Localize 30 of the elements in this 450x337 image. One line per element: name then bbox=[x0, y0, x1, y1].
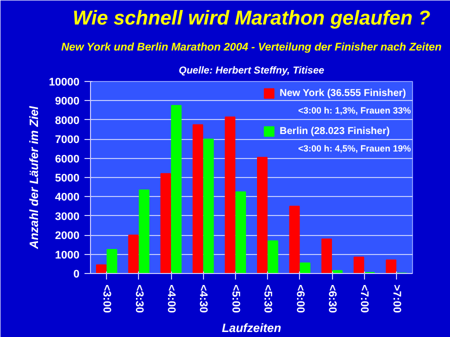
annotation: <3:00 h: 1,3%, Frauen 33% bbox=[298, 105, 411, 116]
chart-title: Wie schnell wird Marathon gelaufen ? bbox=[72, 8, 430, 30]
x-tick-label: <6:30 bbox=[326, 284, 338, 313]
y-tick-label: 6000 bbox=[55, 153, 80, 166]
x-tick-label: <6:00 bbox=[294, 284, 306, 313]
x-tick-label: <5:00 bbox=[229, 284, 242, 313]
y-tick-label: 3000 bbox=[55, 210, 80, 223]
y-tick-label: 0 bbox=[73, 268, 80, 280]
y-tick-label: 2000 bbox=[55, 230, 80, 242]
y-tick-label: 4000 bbox=[55, 192, 80, 204]
source-note: Quelle: Herbert Steffny, Titisee bbox=[178, 66, 325, 76]
y-axis-title: Anzahl der Läufer im Ziel bbox=[26, 105, 41, 250]
y-tick-label: 10000 bbox=[48, 76, 80, 88]
x-tick-label: <3:00 bbox=[100, 284, 113, 313]
y-tick-label: 7000 bbox=[55, 134, 80, 146]
legend-label: New York (36.555 Finisher) bbox=[280, 87, 406, 99]
y-tick-label: 8000 bbox=[55, 114, 80, 127]
y-tick-label: 5000 bbox=[55, 172, 80, 184]
annotation: <3:00 h: 4,5%, Frauen 19% bbox=[298, 144, 411, 154]
y-tick-label: 1000 bbox=[55, 249, 80, 262]
x-tick-label: <4:00 bbox=[165, 284, 177, 313]
x-axis-title: Laufzeiten bbox=[222, 320, 282, 335]
x-tick-label: <5:30 bbox=[262, 284, 274, 313]
x-tick-label: <4:30 bbox=[197, 284, 210, 313]
y-tick-label: 9000 bbox=[55, 96, 80, 108]
legend-label: Berlin (28.023 Finisher) bbox=[280, 125, 390, 137]
chart-subtitle: New York und Berlin Marathon 2004 - Verteilung der Finisher nach Zeiten bbox=[61, 42, 442, 54]
x-tick-label: >7:00 bbox=[390, 284, 402, 313]
x-tick-label: <7:00 bbox=[358, 284, 370, 313]
x-tick-label: <3:30 bbox=[132, 284, 145, 313]
